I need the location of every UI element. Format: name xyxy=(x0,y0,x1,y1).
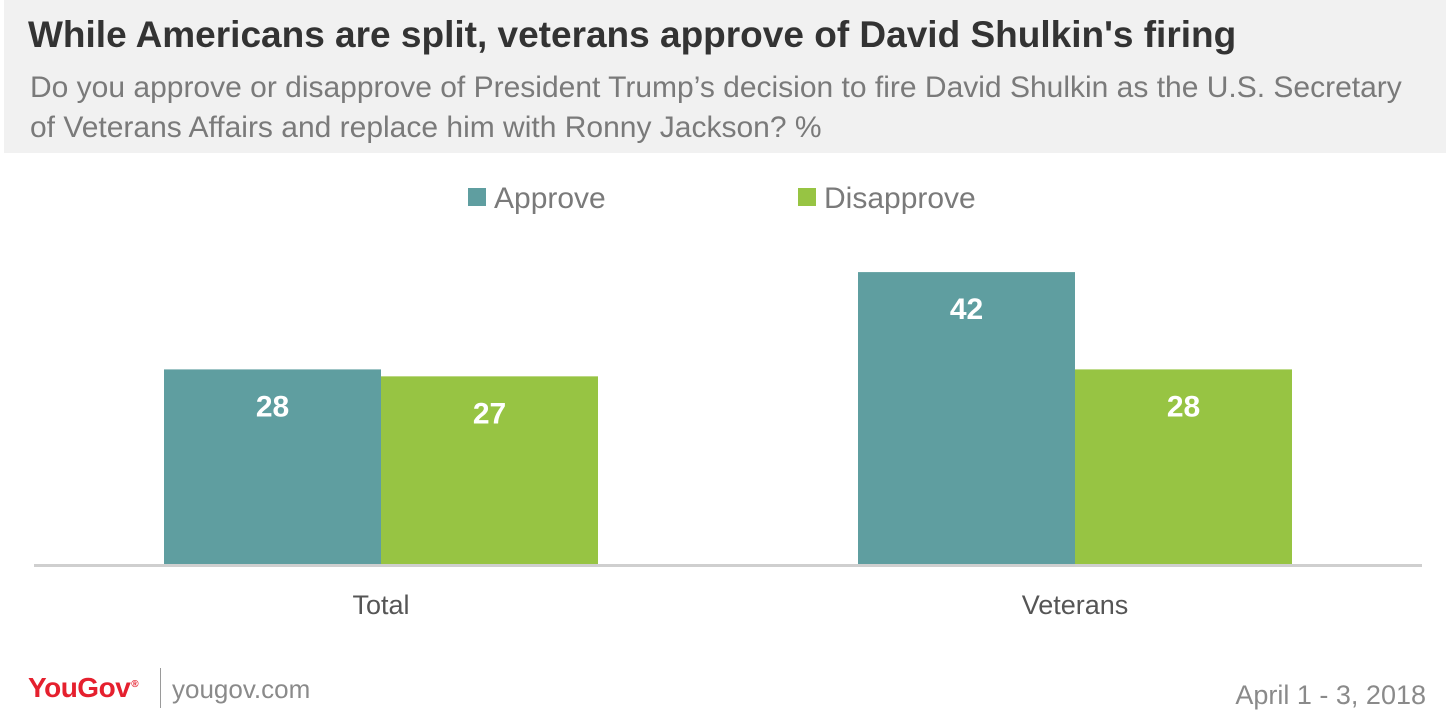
data-label-disapprove-veterans: 28 xyxy=(1167,390,1200,423)
chart-subtitle: Do you approve or disapprove of Presiden… xyxy=(30,71,1402,144)
data-label-approve-total: 28 xyxy=(256,390,289,423)
yougov-logo: YouGov® xyxy=(28,672,139,703)
chart-header: While Americans are split, veterans appr… xyxy=(4,0,1446,153)
footer-site: yougov.com xyxy=(172,674,311,704)
data-label-approve-veterans: 42 xyxy=(950,293,983,326)
bar-approve-veterans xyxy=(858,272,1075,564)
legend-swatch-approve xyxy=(468,188,486,206)
bar-disapprove-total xyxy=(381,376,598,564)
brand-name: YouGov xyxy=(28,672,131,703)
bar-approve-total xyxy=(164,369,381,564)
category-label-veterans: Veterans xyxy=(1022,590,1129,620)
footer-date: April 1 - 3, 2018 xyxy=(1235,680,1426,710)
legend-label-disapprove: Disapprove xyxy=(824,182,976,215)
data-label-disapprove-total: 27 xyxy=(473,397,506,430)
legend-swatch-disapprove xyxy=(798,188,816,206)
footer-divider xyxy=(160,668,161,708)
chart-title: While Americans are split, veterans appr… xyxy=(28,14,1237,55)
bar-disapprove-veterans xyxy=(1075,369,1292,564)
bar-chart: Approve Disapprove 28 27 Total 42 28 Veterans xyxy=(34,182,1422,620)
legend-label-approve: Approve xyxy=(494,182,606,215)
category-label-total: Total xyxy=(352,590,409,620)
